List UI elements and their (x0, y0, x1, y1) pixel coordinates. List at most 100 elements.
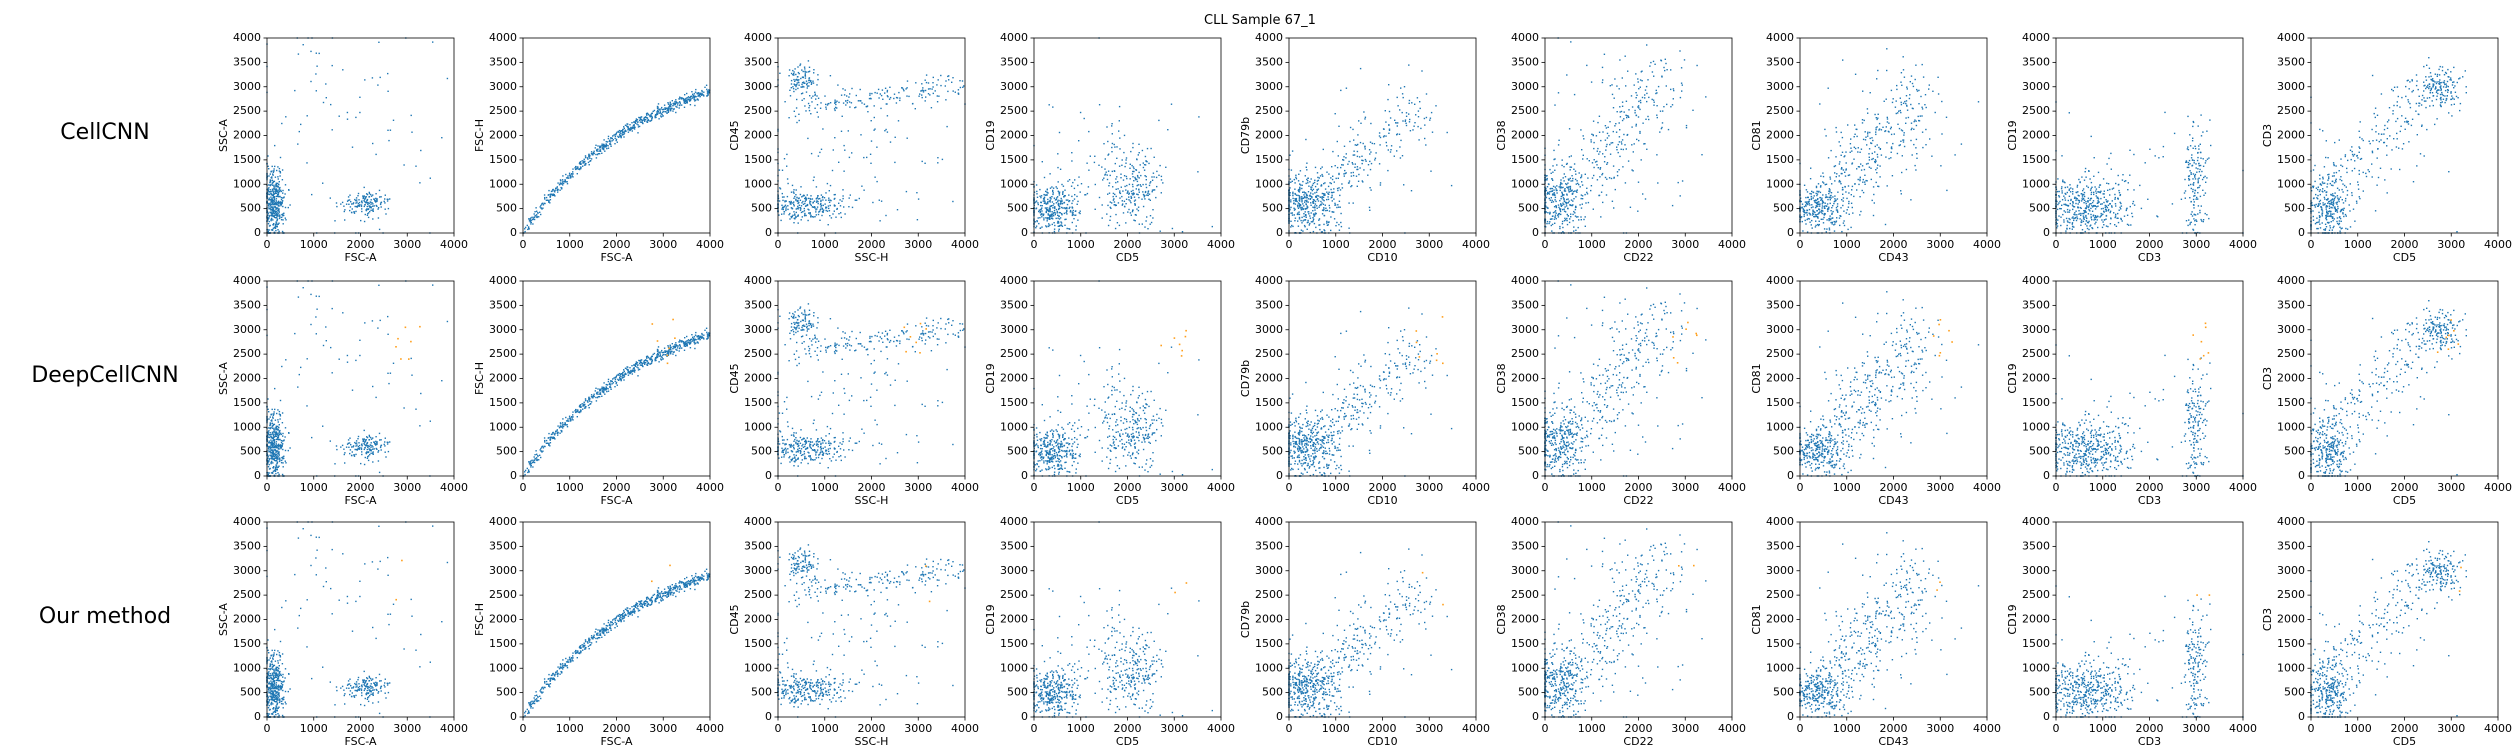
x-tick-label: 4000 (1718, 238, 1746, 251)
cell-point (1318, 200, 1319, 201)
cell-point (1299, 218, 1300, 219)
cell-point (688, 99, 689, 100)
cell-point (2069, 211, 2070, 212)
cell-point (1069, 228, 1070, 229)
cell-point (1310, 205, 1311, 206)
cell-point (1822, 207, 1823, 208)
cell-point (1397, 122, 1398, 123)
cell-point (1873, 215, 1874, 216)
cell-point (1855, 74, 1856, 75)
cell-point (786, 154, 787, 155)
cell-point (1656, 154, 1657, 155)
cell-point (279, 212, 280, 213)
cell-point (362, 195, 363, 196)
cell-point (1074, 194, 1075, 195)
cell-point (1115, 178, 1116, 179)
cell-point (821, 194, 822, 195)
cell-point (268, 188, 269, 189)
cell-point (1061, 207, 1062, 208)
cell-point (1681, 67, 1682, 68)
cell-point (834, 205, 835, 206)
cell-point (1862, 122, 1863, 123)
cell-point (1048, 209, 1049, 210)
cell-point (599, 147, 600, 148)
cell-point (349, 199, 350, 200)
cell-point (1549, 191, 1550, 192)
cell-point (1843, 200, 1844, 201)
cell-point (1120, 193, 1121, 194)
cell-point (878, 97, 879, 98)
cell-point (1879, 176, 1880, 177)
cell-point (1834, 195, 1835, 196)
cell-point (782, 196, 783, 197)
cell-point (380, 77, 381, 78)
cell-point (2113, 212, 2114, 213)
cell-point (347, 112, 348, 113)
cell-point (1036, 191, 1037, 192)
cell-point (655, 114, 656, 115)
cell-point (378, 42, 379, 43)
cell-point (273, 168, 274, 169)
cell-point (340, 203, 341, 204)
cell-point (1348, 161, 1349, 162)
cell-point (567, 178, 568, 179)
cell-point (1111, 123, 1112, 124)
cell-point (281, 191, 282, 192)
cell-point (420, 150, 421, 151)
cell-point (1845, 151, 1846, 152)
cell-point (1916, 139, 1917, 140)
cell-point (805, 200, 806, 201)
cell-point (1567, 198, 1568, 199)
cell-point (1633, 151, 1634, 152)
cell-point (561, 188, 562, 189)
cell-point (812, 96, 813, 97)
cell-point (1569, 191, 1570, 192)
cell-point (272, 170, 273, 171)
cell-point (608, 136, 609, 137)
cell-point (953, 90, 954, 91)
cell-point (1130, 151, 1131, 152)
cell-point (1301, 201, 1302, 202)
cell-point (1816, 191, 1817, 192)
cell-point (1638, 105, 1639, 106)
cell-point (403, 164, 404, 165)
cell-point (1316, 213, 1317, 214)
cell-point (1809, 199, 1810, 200)
cell-point (2086, 225, 2087, 226)
cell-point (1901, 193, 1902, 194)
cell-point (1058, 191, 1059, 192)
cell-point (1355, 144, 1356, 145)
cell-point (280, 171, 281, 172)
cell-point (1301, 209, 1302, 210)
cell-point (277, 196, 278, 197)
cell-point (1607, 162, 1608, 163)
y-tick-label: 3500 (744, 55, 772, 68)
cell-point (1631, 95, 1632, 96)
cell-point (1124, 135, 1125, 136)
cell-point (1901, 72, 1902, 73)
cell-point (531, 220, 532, 221)
cell-point (1062, 192, 1063, 193)
cell-point (270, 212, 271, 213)
cell-point (903, 89, 904, 90)
cell-point (1878, 129, 1879, 130)
cell-point (1881, 129, 1882, 130)
cell-point (557, 186, 558, 187)
cell-point (268, 190, 269, 191)
cell-point (1553, 194, 1554, 195)
cell-point (643, 119, 644, 120)
cell-point (1328, 194, 1329, 195)
cell-point (1122, 204, 1123, 205)
cell-point (802, 93, 803, 94)
cell-point (1591, 141, 1592, 142)
cell-point (606, 148, 607, 149)
cell-point (2067, 220, 2068, 221)
cell-point (1396, 150, 1397, 151)
cell-point (1084, 194, 1085, 195)
cell-point (675, 99, 676, 100)
cell-point (1137, 194, 1138, 195)
cell-point (1549, 213, 1550, 214)
cell-point (1824, 228, 1825, 229)
cell-point (524, 231, 525, 232)
cell-point (809, 80, 810, 81)
